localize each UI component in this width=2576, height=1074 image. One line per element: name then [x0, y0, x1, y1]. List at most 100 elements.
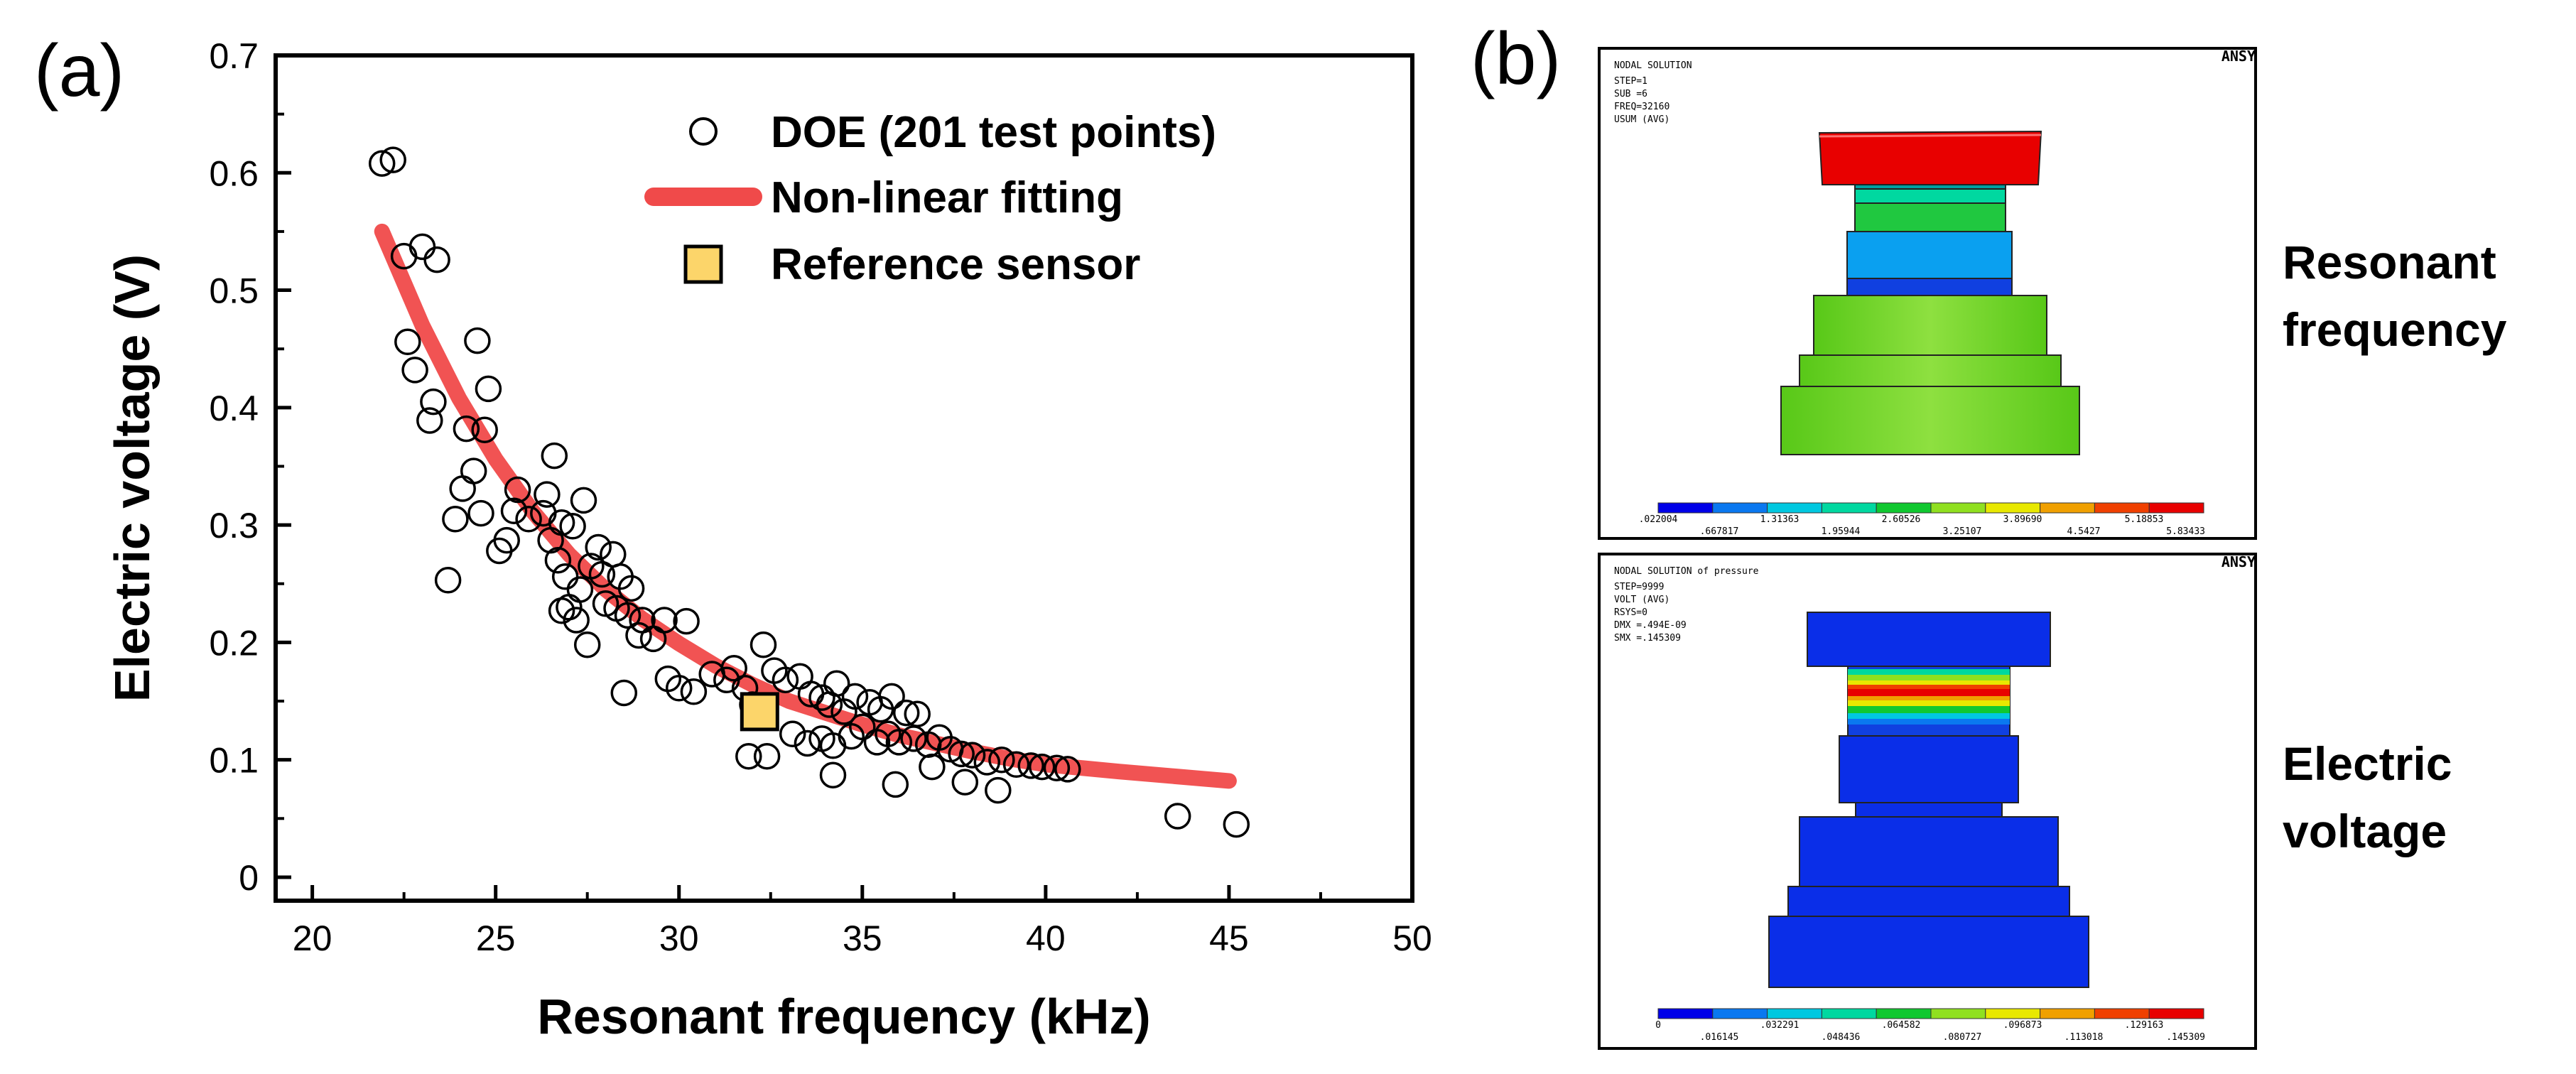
doe-point [753, 742, 781, 770]
doe-point [892, 699, 920, 727]
sim2-info-line: DMX =.494E-09 [1614, 620, 1687, 631]
doe-point [464, 327, 491, 354]
x-axis-ticks: 20 25 30 35 40 45 50 [293, 885, 1432, 958]
sim1-scale-label: .022004 [1639, 514, 1678, 525]
doe-point [570, 487, 597, 514]
doe-point [559, 513, 586, 540]
doe-point [551, 563, 579, 590]
sim2-info-line: NODAL SOLUTION of pressure [1614, 566, 1759, 577]
doe-point [486, 537, 513, 565]
doe-point [475, 375, 502, 403]
color-scale-segment [1930, 1008, 1986, 1019]
doe-point [1017, 752, 1044, 779]
sim1-info-line: STEP=1 [1614, 76, 1647, 87]
fit-curve [374, 223, 1237, 789]
doe-point [988, 746, 1015, 774]
doe-point [625, 622, 652, 649]
doe-point [449, 475, 476, 502]
sim1-info: NODAL SOLUTION STEP=1 SUB =6 FREQ=32160 … [1614, 60, 1692, 125]
doe-point [420, 388, 447, 416]
doe-point [816, 691, 843, 718]
sim1-scale-label: 4.5427 [2067, 526, 2101, 537]
panel-a-label: (a) [34, 30, 124, 112]
legend-doe-marker [689, 117, 718, 146]
x-axis-title: Resonant frequency (kHz) [537, 989, 1150, 1044]
color-scale-segment [2148, 502, 2204, 514]
color-scale-segment [1985, 1008, 2041, 1019]
doe-point [794, 729, 821, 757]
doe-point [537, 526, 564, 554]
doe-point [442, 506, 469, 533]
doe-point [951, 769, 979, 796]
sim1-scale-label: .667817 [1700, 526, 1739, 537]
x-tick-label: 40 [1026, 918, 1066, 958]
doe-point [394, 328, 421, 356]
doe-point [749, 631, 777, 658]
sim1-structure [1780, 130, 2080, 455]
doe-point [401, 357, 428, 384]
color-scale-segment [2148, 1008, 2204, 1019]
sim2-structure [1768, 612, 2089, 988]
doe-point [548, 597, 575, 624]
color-scale-segment [1657, 1008, 1714, 1019]
sim1-info-line: USUM (AVG) [1614, 114, 1669, 125]
doe-point [985, 776, 1012, 804]
sim2-info-line: VOLT (AVG) [1614, 595, 1669, 605]
doe-point [541, 442, 568, 470]
sim2-scale-label: .080727 [1943, 1032, 1982, 1043]
sim2-scale-label: 0 [1655, 1020, 1661, 1031]
sim1-scale-label: 2.60526 [1882, 514, 1921, 525]
color-scale-segment [1930, 502, 1986, 514]
sim1-scale-label: 5.83433 [2166, 526, 2205, 537]
doe-point [453, 415, 480, 443]
legend-ref-label: Reference sensor [771, 240, 1140, 289]
sim2-info: NODAL SOLUTION of pressure STEP=9999 VOL… [1614, 566, 1759, 644]
doe-point [434, 567, 462, 594]
doe-point [958, 742, 986, 769]
doe-point [1043, 754, 1071, 781]
doe-point [614, 602, 642, 629]
sim2-corner: ANSY [2221, 553, 2256, 570]
reference-series [740, 692, 779, 732]
sim2-scale-label: .016145 [1700, 1032, 1739, 1043]
color-scale-segment [1985, 502, 2041, 514]
doe-point [849, 713, 876, 741]
doe-point [680, 678, 708, 705]
doe-point [504, 476, 531, 504]
sim-voltage-panel: ANSY NODAL SOLUTION of pressure STEP=999… [1598, 553, 2257, 1050]
doe-point [610, 679, 638, 707]
sim1-info-line: NODAL SOLUTION [1614, 60, 1692, 71]
sim1-scale-label: 3.89690 [2003, 514, 2042, 525]
x-tick-label: 45 [1209, 918, 1249, 958]
doe-point [772, 666, 799, 694]
y-tick-label: 0.7 [209, 36, 259, 76]
color-scale-segment [2040, 502, 2095, 514]
doe-point [735, 742, 762, 770]
doe-point [786, 663, 813, 690]
y-tick-label: 0.2 [209, 623, 259, 663]
doe-point [471, 416, 498, 443]
doe-point [500, 497, 528, 525]
color-scale-segment [1712, 1008, 1768, 1019]
sim1-scale-labels: .022004 1.31363 2.60526 3.89690 5.18853 … [1639, 514, 2205, 537]
sim2-scale-label: .113018 [2064, 1032, 2104, 1043]
color-scale-segment [1767, 1008, 1822, 1019]
sim-frequency-panel: ANSY NODAL SOLUTION STEP=1 SUB =6 FREQ=3… [1598, 47, 2257, 540]
color-scale-segment [1876, 1008, 1932, 1019]
y-tick-label: 0.3 [209, 506, 259, 546]
sim2-scale-label: .129163 [2125, 1020, 2164, 1031]
legend: DOE (201 test points) Non-linear fitting… [644, 108, 1216, 289]
doe-point [1002, 751, 1030, 779]
x-tick-label: 30 [659, 918, 699, 958]
doe-point [573, 631, 601, 658]
sim2-scale-label: .096873 [2003, 1020, 2042, 1031]
sim1-scale-label: 3.25107 [1943, 526, 1982, 537]
doe-series [368, 146, 1250, 838]
doe-point [416, 407, 443, 434]
x-tick-label: 50 [1392, 918, 1432, 958]
doe-point [467, 499, 494, 527]
doe-point [720, 655, 747, 682]
reference-point [740, 692, 779, 732]
doe-point [585, 533, 612, 561]
doe-point [808, 684, 835, 711]
